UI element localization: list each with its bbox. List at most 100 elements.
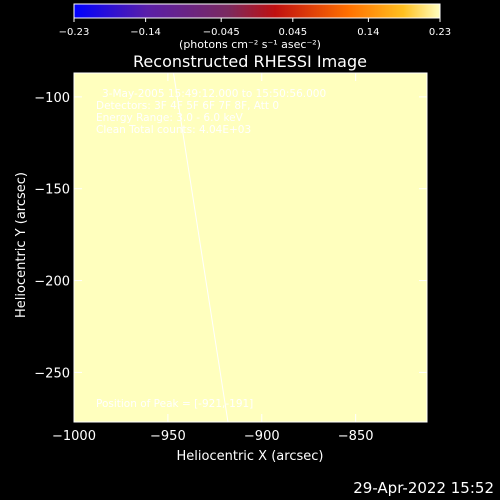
heatmap-cell [279,182,288,190]
heatmap-cell [118,385,127,394]
heatmap-cell [162,123,171,132]
heatmap-cell [338,400,347,409]
heatmap-cell [74,196,82,205]
heatmap-cell [338,276,347,285]
heatmap-cell [176,305,185,314]
heatmap-cell [103,182,112,190]
heatmap-cell [184,203,193,212]
heatmap-cell [287,276,296,285]
heatmap-cell [375,320,384,329]
heatmap-cell [132,247,141,256]
heatmap-cell [74,167,82,176]
heatmap-cell [324,73,332,81]
heatmap-cell [184,131,193,140]
heatmap-cell [419,145,427,154]
heatmap-cell [88,414,97,422]
heatmap-cell [176,160,185,169]
heatmap-cell [404,276,413,285]
heatmap-cell [125,363,134,372]
heatmap-cell [419,378,427,387]
heatmap-cell [110,203,119,212]
heatmap-cell [412,407,421,416]
heatmap-cell [265,182,274,190]
heatmap-cell [162,400,171,409]
heatmap-cell [221,123,230,132]
heatmap-cell [353,80,362,89]
heatmap-cell [324,174,332,183]
heatmap-cell [88,174,97,183]
heatmap-cell [287,392,296,401]
heatmap-cell [294,291,303,299]
heatmap-cell [206,109,215,118]
heatmap-cell [184,225,193,234]
heatmap-cell [169,87,178,96]
heatmap-cell [221,312,230,321]
heatmap-cell [265,305,274,314]
heatmap-cell [338,152,347,161]
heatmap-cell [140,312,149,321]
heatmap-cell [103,378,112,387]
heatmap-cell [404,349,413,358]
heatmap-cell [74,102,82,110]
heatmap-cell [213,414,222,422]
heatmap-cell [301,167,310,176]
heatmap-cell [390,320,399,329]
heatmap-cell [309,349,318,358]
heatmap-cell [81,392,90,401]
heatmap-cell [360,349,369,358]
heatmap-cell [213,276,222,285]
heatmap-cell [353,262,362,270]
heatmap-cell [81,131,90,140]
heatmap-cell [74,203,82,212]
heatmap-cell [412,291,421,299]
heatmap-cell [390,232,399,241]
heatmap-cell [199,414,207,422]
heatmap-cell [279,109,288,118]
heatmap-cell [147,189,156,198]
heatmap-cell [287,342,296,350]
heatmap-cell [221,276,230,285]
heatmap-cell [235,80,244,89]
heatmap-cell [257,138,266,147]
heatmap-cell [191,123,200,132]
heatmap-cell [74,342,82,350]
heatmap-cell [294,262,303,270]
heatmap-cell [81,342,90,350]
heatmap-cell [360,80,369,89]
heatmap-cell [309,298,318,307]
heatmap-cell [250,87,259,96]
heatmap-cell [213,400,222,409]
heatmap-cell [360,385,369,394]
heatmap-cell [221,152,230,161]
heatmap-cell [206,356,215,365]
heatmap-cell [81,145,90,154]
heatmap-cell [74,269,82,278]
heatmap-cell [360,196,369,205]
heatmap-cell [257,218,266,227]
heatmap-cell [206,269,215,278]
heatmap-cell [103,291,112,299]
heatmap-cell [154,73,163,81]
heatmap-cell [338,174,347,183]
heatmap-cell [368,414,377,422]
heatmap-cell [88,283,97,292]
heatmap-cell [287,400,296,409]
heatmap-cell [360,102,369,110]
heatmap-cell [309,211,318,220]
heatmap-cell [375,414,384,422]
heatmap-cell [382,73,391,81]
colorbar-ticks: −0.23 −0.14 −0.045 0.045 0.14 0.23 [59,18,451,38]
heatmap-cell [191,291,200,299]
heatmap-cell [199,109,207,118]
heatmap-cell [287,116,296,125]
heatmap-cell [287,211,296,220]
heatmap-cell [147,349,156,358]
heatmap-cell [74,73,82,81]
heatmap-cell [228,320,237,329]
heatmap-cell [103,174,112,183]
heatmap-cell [250,174,259,183]
heatmap-cell [213,356,222,365]
heatmap-cell [199,262,207,270]
heatmap-cell [235,269,244,278]
heatmap-cell [228,392,237,401]
